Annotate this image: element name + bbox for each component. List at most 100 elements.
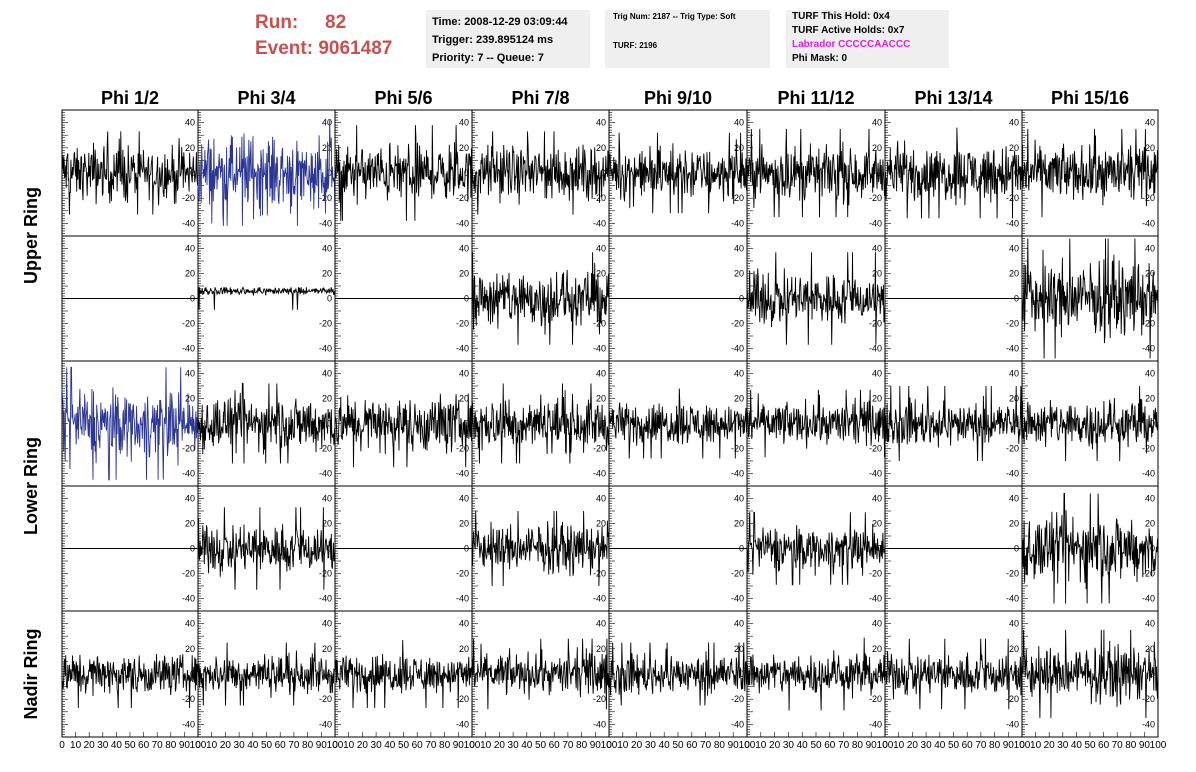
waveform-trace bbox=[608, 388, 748, 459]
y-tick-label: 40 bbox=[1009, 494, 1019, 504]
y-tick-label: -40 bbox=[869, 344, 882, 354]
y-tick-label: 40 bbox=[734, 118, 744, 128]
x-tick-label: 40 bbox=[111, 740, 123, 751]
x-tick-label: 100 bbox=[327, 740, 344, 751]
column-title: Phi 9/10 bbox=[644, 88, 712, 108]
waveform-trace bbox=[1021, 238, 1159, 359]
y-tick-label: 20 bbox=[596, 644, 606, 654]
ring-title: Upper Ring bbox=[21, 187, 41, 284]
y-tick-label: 40 bbox=[185, 494, 195, 504]
x-tick-label: 90 bbox=[453, 740, 465, 751]
x-tick-label: 0 bbox=[195, 740, 201, 751]
y-tick-label: -40 bbox=[1006, 218, 1019, 228]
y-tick-label: -20 bbox=[456, 193, 469, 203]
y-tick-label: 20 bbox=[596, 519, 606, 529]
x-tick-label: 20 bbox=[494, 740, 506, 751]
x-tick-label: 100 bbox=[877, 740, 894, 751]
y-tick-label: 20 bbox=[596, 143, 606, 153]
waveform-trace bbox=[471, 383, 610, 464]
x-tick-label: 50 bbox=[398, 740, 410, 751]
panel-frame bbox=[197, 610, 336, 738]
x-tick-label: 90 bbox=[728, 740, 740, 751]
y-tick-label: -40 bbox=[182, 344, 195, 354]
y-tick-label: 40 bbox=[872, 118, 882, 128]
x-tick-label: 40 bbox=[247, 740, 259, 751]
x-tick-label: 30 bbox=[508, 740, 520, 751]
panel-frame bbox=[746, 235, 886, 362]
column-title: Phi 3/4 bbox=[237, 88, 295, 108]
time-info-box: Time: 2008-12-29 03:09:44 Trigger: 239.8… bbox=[426, 10, 590, 68]
turf-hold-text: TURF This Hold: 0x4 bbox=[792, 11, 890, 22]
y-tick-label: 40 bbox=[322, 244, 332, 254]
x-tick-label: 60 bbox=[1098, 740, 1110, 751]
x-tick-label: 60 bbox=[275, 740, 287, 751]
x-tick-label: 70 bbox=[425, 740, 437, 751]
waveform-trace bbox=[471, 638, 610, 710]
x-tick-label: 80 bbox=[576, 740, 588, 751]
y-tick-label: -40 bbox=[456, 344, 469, 354]
y-tick-label: -40 bbox=[593, 218, 606, 228]
y-tick-label: 20 bbox=[1145, 519, 1155, 529]
y-tick-label: -20 bbox=[1142, 319, 1155, 329]
y-tick-label: 20 bbox=[1009, 269, 1019, 279]
y-tick-label: -40 bbox=[182, 218, 195, 228]
y-tick-label: 40 bbox=[734, 494, 744, 504]
y-tick-label: 20 bbox=[1145, 143, 1155, 153]
column-title: Phi 1/2 bbox=[101, 88, 159, 108]
y-tick-label: 20 bbox=[872, 644, 882, 654]
y-tick-label: 40 bbox=[1145, 244, 1155, 254]
y-tick-label: 20 bbox=[1009, 394, 1019, 404]
x-tick-label: 40 bbox=[797, 740, 809, 751]
y-tick-label: -20 bbox=[869, 569, 882, 579]
waveform-trace bbox=[746, 637, 886, 711]
x-tick-label: 70 bbox=[152, 740, 164, 751]
y-tick-label: 20 bbox=[1145, 394, 1155, 404]
y-tick-label: 40 bbox=[1009, 369, 1019, 379]
y-tick-label: -40 bbox=[456, 594, 469, 604]
y-tick-label: 20 bbox=[185, 394, 195, 404]
x-tick-label: 0 bbox=[59, 740, 65, 751]
y-tick-label: -40 bbox=[593, 594, 606, 604]
x-tick-label: 20 bbox=[1044, 740, 1056, 751]
event-label: Event: bbox=[255, 38, 314, 59]
y-tick-label: 20 bbox=[459, 269, 469, 279]
x-tick-label: 20 bbox=[907, 740, 919, 751]
y-tick-label: -40 bbox=[1006, 594, 1019, 604]
waveform-trace bbox=[197, 383, 336, 464]
waveform-trace bbox=[746, 252, 886, 345]
x-tick-label: 10 bbox=[480, 740, 492, 751]
x-tick-label: 100 bbox=[190, 740, 207, 751]
y-tick-label: -20 bbox=[456, 569, 469, 579]
y-tick-label: -40 bbox=[1006, 469, 1019, 479]
y-tick-label: 40 bbox=[322, 619, 332, 629]
y-tick-label: 20 bbox=[322, 394, 332, 404]
x-tick-label: 90 bbox=[179, 740, 191, 751]
x-tick-label: 80 bbox=[302, 740, 314, 751]
x-tick-label: 90 bbox=[1139, 740, 1151, 751]
x-tick-label: 30 bbox=[371, 740, 383, 751]
y-tick-label: 40 bbox=[596, 118, 606, 128]
x-tick-label: 30 bbox=[645, 740, 657, 751]
y-tick-label: 40 bbox=[185, 619, 195, 629]
y-tick-label: 40 bbox=[872, 369, 882, 379]
panel-frame bbox=[471, 360, 610, 487]
column-title: Phi 11/12 bbox=[777, 88, 854, 108]
y-tick-label: -40 bbox=[319, 719, 332, 729]
x-tick-label: 50 bbox=[124, 740, 136, 751]
waveform-trace bbox=[61, 653, 199, 709]
y-tick-label: -20 bbox=[182, 694, 195, 704]
y-tick-label: 0 bbox=[327, 419, 332, 429]
y-tick-label: 20 bbox=[1009, 143, 1019, 153]
y-tick-label: -20 bbox=[593, 444, 606, 454]
y-tick-label: -40 bbox=[731, 594, 744, 604]
y-tick-label: 40 bbox=[322, 118, 332, 128]
y-tick-label: 40 bbox=[459, 494, 469, 504]
waveform-trace bbox=[197, 120, 336, 226]
y-tick-label: -40 bbox=[731, 218, 744, 228]
y-tick-label: 40 bbox=[1145, 619, 1155, 629]
x-tick-label: 60 bbox=[824, 740, 836, 751]
y-tick-label: 40 bbox=[596, 369, 606, 379]
waveform-trace bbox=[471, 252, 610, 345]
x-tick-label: 60 bbox=[962, 740, 974, 751]
y-tick-label: 0 bbox=[739, 669, 744, 679]
